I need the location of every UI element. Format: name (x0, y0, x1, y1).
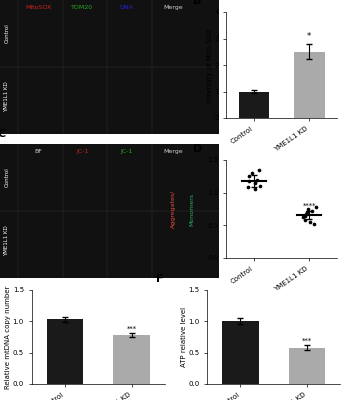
Text: F: F (157, 274, 164, 284)
Text: *: * (307, 32, 311, 41)
Bar (294, 52, 325, 118)
Text: YME1L1 KD: YME1L1 KD (4, 225, 9, 256)
Text: YME1L1 KD: YME1L1 KD (4, 81, 9, 112)
Text: C: C (0, 129, 6, 139)
Point (309, 208, 315, 214)
Point (313, 204, 318, 210)
Bar (113, 335, 150, 384)
Text: DNA: DNA (119, 5, 133, 10)
Text: ****: **** (303, 203, 316, 209)
Text: ***: *** (302, 337, 312, 343)
Point (306, 206, 311, 212)
Text: B: B (193, 0, 201, 6)
Bar (47, 320, 83, 384)
Y-axis label: ATP relative level: ATP relative level (181, 307, 187, 367)
Text: TOM20: TOM20 (71, 5, 93, 10)
Point (256, 166, 262, 173)
Text: Control: Control (4, 168, 9, 187)
Point (302, 217, 308, 223)
Point (311, 221, 317, 227)
Text: BF: BF (34, 149, 42, 154)
Point (252, 186, 258, 193)
Y-axis label: Intensity of Mito-SOX: Intensity of Mito-SOX (207, 28, 213, 102)
Point (304, 209, 310, 216)
Text: MitoSOX: MitoSOX (25, 5, 52, 10)
Point (303, 210, 308, 217)
Bar (222, 321, 259, 384)
Text: D: D (193, 144, 203, 154)
Text: Monomers: Monomers (190, 192, 194, 226)
Text: JC-1: JC-1 (76, 149, 88, 154)
Point (253, 180, 258, 186)
Point (254, 176, 260, 183)
Point (300, 214, 306, 221)
Text: ***: *** (127, 325, 137, 331)
Point (257, 183, 263, 189)
Bar (239, 92, 269, 118)
Point (247, 178, 252, 184)
Text: Control: Control (4, 24, 9, 43)
Text: Merge: Merge (164, 149, 183, 154)
Bar (289, 348, 325, 384)
Text: Aggregates/: Aggregates/ (171, 190, 176, 228)
Point (250, 170, 255, 176)
Point (307, 219, 312, 225)
Point (247, 173, 252, 180)
Text: JC-1: JC-1 (120, 149, 132, 154)
Y-axis label: Relative mtDNA copy number: Relative mtDNA copy number (5, 285, 11, 389)
Text: Merge: Merge (164, 5, 183, 10)
Point (302, 212, 308, 219)
Point (245, 184, 251, 191)
